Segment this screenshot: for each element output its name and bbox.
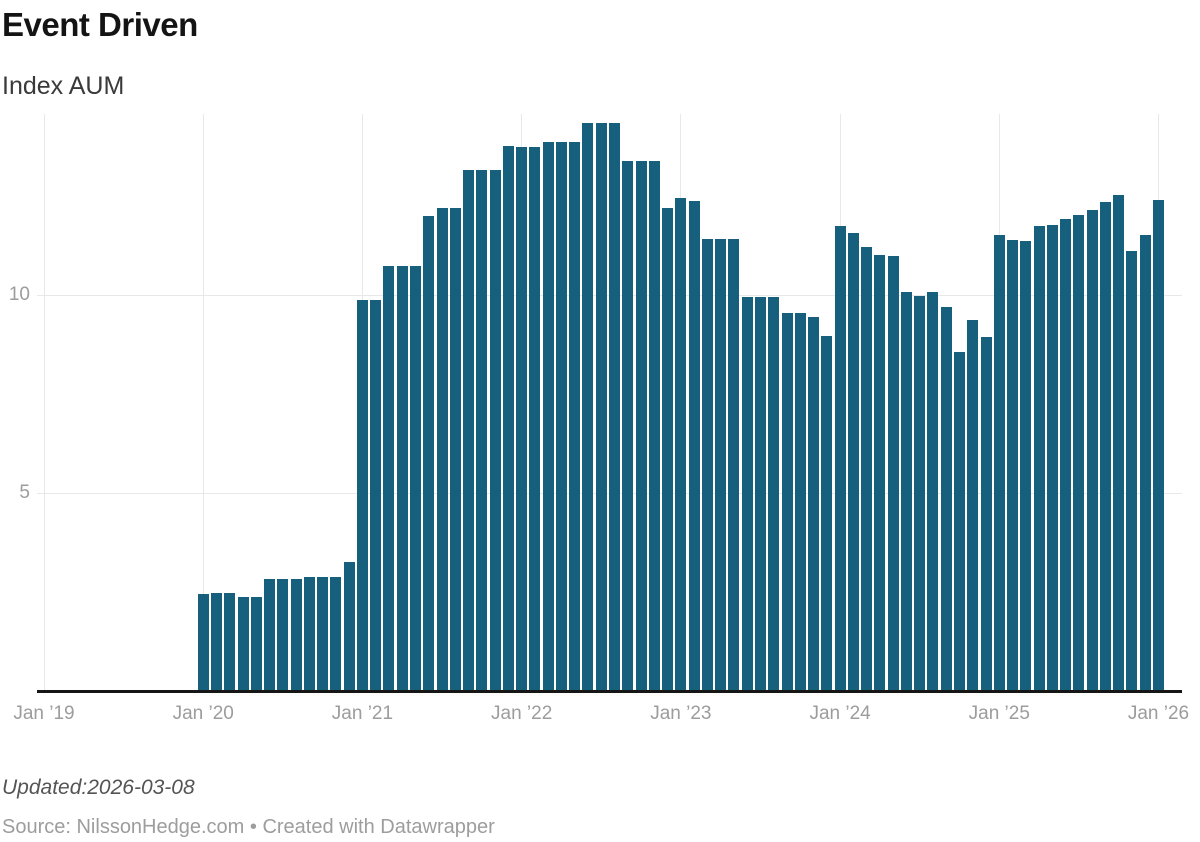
bar[interactable] bbox=[1020, 241, 1032, 691]
bar[interactable] bbox=[967, 320, 979, 691]
bar[interactable] bbox=[1139, 235, 1151, 691]
bar[interactable] bbox=[343, 562, 355, 691]
y-axis-tick-label: 5 bbox=[19, 482, 30, 503]
bar[interactable] bbox=[874, 255, 886, 691]
bar[interactable] bbox=[489, 170, 501, 691]
bar[interactable] bbox=[303, 577, 315, 691]
bar[interactable] bbox=[768, 297, 780, 691]
bar[interactable] bbox=[900, 292, 912, 691]
bar[interactable] bbox=[1126, 251, 1138, 691]
bar[interactable] bbox=[808, 317, 820, 691]
bar[interactable] bbox=[781, 313, 793, 691]
bar[interactable] bbox=[940, 307, 952, 691]
bar[interactable] bbox=[993, 235, 1005, 691]
bar[interactable] bbox=[861, 247, 873, 691]
bar[interactable] bbox=[197, 594, 209, 691]
bar[interactable] bbox=[635, 161, 647, 691]
bar[interactable] bbox=[847, 233, 859, 691]
bar[interactable] bbox=[383, 266, 395, 691]
chart-subtitle: Index AUM bbox=[2, 72, 125, 100]
bar[interactable] bbox=[277, 579, 289, 691]
bar[interactable] bbox=[1113, 195, 1125, 691]
bar[interactable] bbox=[595, 123, 607, 691]
bar[interactable] bbox=[463, 170, 475, 691]
year-gridline bbox=[43, 114, 45, 691]
bar[interactable] bbox=[1007, 240, 1019, 691]
bar[interactable] bbox=[410, 266, 421, 691]
bar[interactable] bbox=[741, 297, 753, 691]
bar[interactable] bbox=[224, 593, 236, 691]
bar[interactable] bbox=[330, 577, 342, 691]
bar[interactable] bbox=[449, 208, 461, 691]
bar[interactable] bbox=[914, 296, 926, 691]
chart-title: Event Driven bbox=[2, 6, 198, 43]
x-axis-tick-label: Jan ’23 bbox=[650, 703, 712, 724]
bar[interactable] bbox=[609, 123, 621, 691]
bar[interactable] bbox=[237, 597, 249, 691]
bar[interactable] bbox=[1086, 210, 1098, 691]
bar[interactable] bbox=[622, 161, 634, 691]
bar[interactable] bbox=[210, 593, 222, 691]
bar[interactable] bbox=[688, 201, 700, 691]
x-axis-tick-label: Jan ’26 bbox=[1127, 703, 1190, 724]
bar[interactable] bbox=[290, 579, 302, 691]
bar[interactable] bbox=[715, 239, 727, 691]
bar[interactable] bbox=[370, 300, 382, 691]
bar[interactable] bbox=[794, 313, 806, 691]
bar[interactable] bbox=[675, 198, 687, 691]
bar[interactable] bbox=[980, 337, 992, 691]
year-gridline bbox=[202, 114, 204, 691]
bar[interactable] bbox=[502, 146, 514, 691]
bar[interactable] bbox=[1033, 226, 1045, 691]
bar[interactable] bbox=[516, 147, 528, 691]
updated-note: Updated:2026-03-08 bbox=[2, 776, 195, 799]
bar[interactable] bbox=[1073, 215, 1085, 691]
bar[interactable] bbox=[317, 577, 329, 691]
x-axis-tick-label: Jan ’19 bbox=[13, 703, 75, 724]
bar[interactable] bbox=[264, 579, 276, 691]
x-axis-tick-label: Jan ’21 bbox=[331, 703, 394, 724]
bar[interactable] bbox=[887, 256, 899, 691]
bar[interactable] bbox=[529, 147, 541, 691]
bar[interactable] bbox=[1153, 200, 1164, 691]
bar[interactable] bbox=[436, 208, 448, 691]
bar[interactable] bbox=[250, 597, 262, 691]
bar[interactable] bbox=[1060, 219, 1072, 691]
bar[interactable] bbox=[423, 216, 435, 691]
bar[interactable] bbox=[754, 297, 766, 691]
bar[interactable] bbox=[476, 170, 488, 691]
x-axis-tick-label: Jan ’24 bbox=[809, 703, 871, 724]
bar[interactable] bbox=[701, 239, 713, 691]
x-axis-line bbox=[37, 690, 1182, 693]
bar[interactable] bbox=[927, 292, 939, 691]
bar[interactable] bbox=[821, 336, 833, 691]
bar[interactable] bbox=[648, 161, 660, 691]
bar[interactable] bbox=[396, 266, 408, 691]
bar[interactable] bbox=[569, 142, 581, 691]
y-axis-tick-label: 10 bbox=[8, 284, 30, 305]
bar[interactable] bbox=[834, 226, 846, 691]
bar[interactable] bbox=[728, 239, 740, 691]
x-axis-tick-label: Jan ’22 bbox=[491, 703, 553, 724]
x-axis-tick-label: Jan ’20 bbox=[172, 703, 234, 724]
bar[interactable] bbox=[356, 300, 368, 691]
bar[interactable] bbox=[953, 352, 965, 691]
bar[interactable] bbox=[542, 142, 554, 691]
bar[interactable] bbox=[555, 142, 567, 691]
source-attribution-link[interactable]: Source: NilssonHedge.com • Created with … bbox=[2, 816, 495, 838]
bar[interactable] bbox=[662, 208, 674, 691]
x-axis-tick-label: Jan ’25 bbox=[968, 703, 1030, 724]
bar[interactable] bbox=[1046, 225, 1058, 691]
bar[interactable] bbox=[1099, 202, 1111, 691]
bar[interactable] bbox=[582, 123, 594, 691]
